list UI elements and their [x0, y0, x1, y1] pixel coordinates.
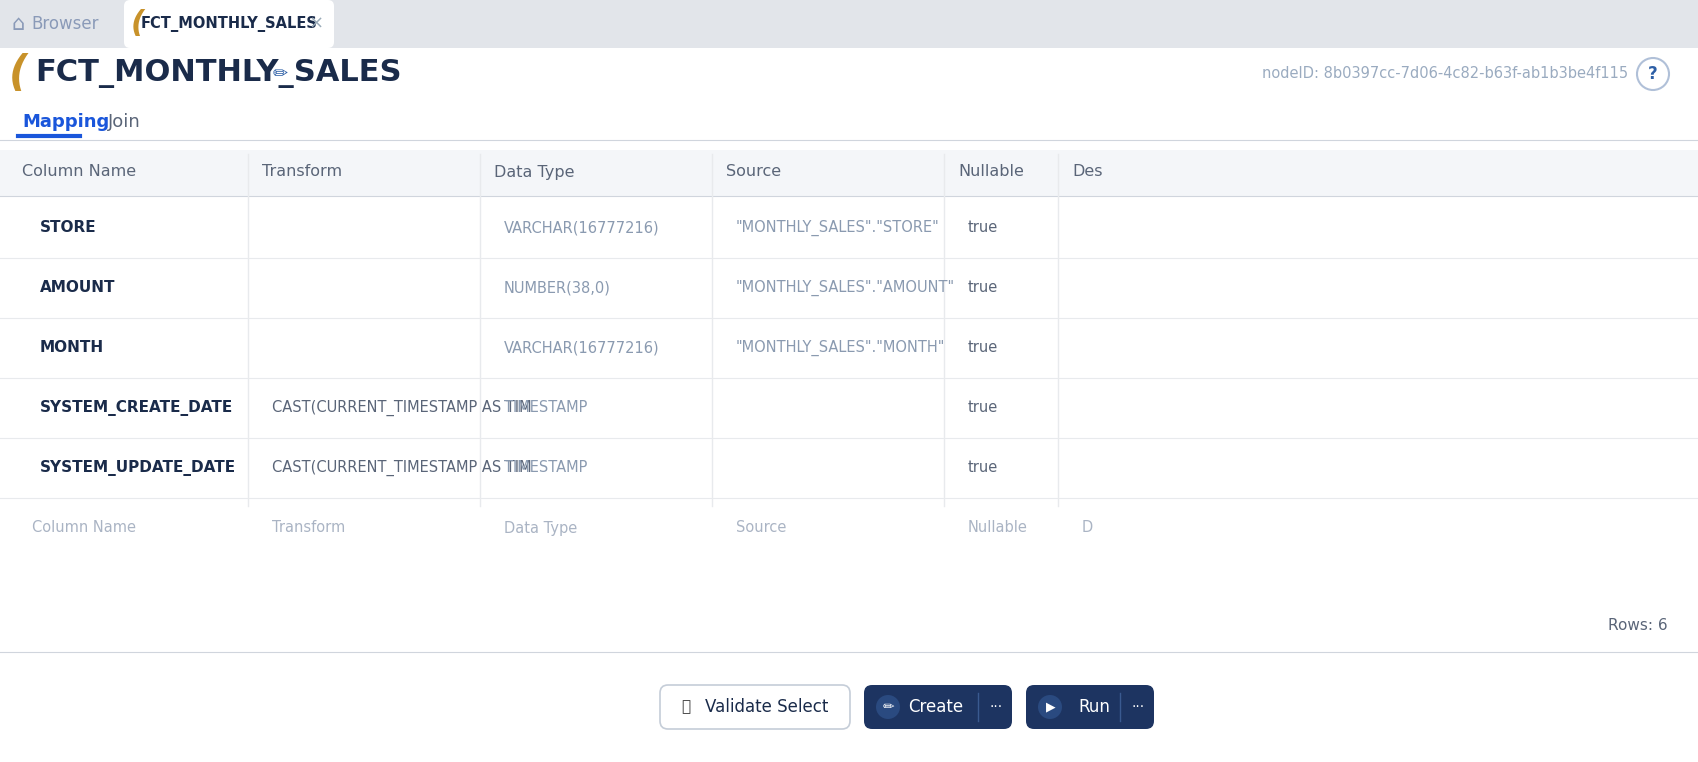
FancyBboxPatch shape — [0, 438, 1698, 498]
FancyBboxPatch shape — [124, 0, 335, 48]
FancyBboxPatch shape — [0, 150, 1698, 196]
Circle shape — [1637, 58, 1669, 90]
Text: ✏: ✏ — [272, 65, 287, 83]
Text: D: D — [1082, 520, 1094, 536]
FancyBboxPatch shape — [864, 685, 1012, 729]
FancyBboxPatch shape — [2, 0, 121, 46]
Text: NUMBER(38,0): NUMBER(38,0) — [504, 280, 611, 296]
Text: FCT_MONTHLY_SALES: FCT_MONTHLY_SALES — [141, 16, 318, 32]
Text: Browser: Browser — [31, 15, 98, 33]
Text: TIMESTAMP: TIMESTAMP — [504, 401, 588, 415]
Text: Transform: Transform — [272, 520, 345, 536]
Text: Column Name: Column Name — [32, 520, 136, 536]
FancyBboxPatch shape — [0, 258, 1698, 318]
Text: SYSTEM_UPDATE_DATE: SYSTEM_UPDATE_DATE — [41, 460, 236, 476]
Text: ⌂: ⌂ — [12, 14, 25, 34]
Text: Column Name: Column Name — [22, 165, 136, 180]
FancyBboxPatch shape — [0, 0, 1698, 48]
FancyBboxPatch shape — [0, 318, 1698, 378]
Text: true: true — [968, 460, 998, 475]
Text: Nullable: Nullable — [968, 520, 1027, 536]
Text: VARCHAR(16777216): VARCHAR(16777216) — [504, 341, 659, 356]
Text: SYSTEM_CREATE_DATE: SYSTEM_CREATE_DATE — [41, 400, 233, 416]
Text: ×: × — [309, 15, 324, 33]
Text: Join: Join — [109, 113, 141, 131]
Text: Run: Run — [1078, 698, 1110, 716]
Text: true: true — [968, 401, 998, 415]
Text: (: ( — [131, 9, 144, 39]
Text: "MONTHLY_SALES"."MONTH": "MONTHLY_SALES"."MONTH" — [735, 340, 946, 356]
Text: Des: Des — [1071, 165, 1102, 180]
Text: MONTH: MONTH — [41, 341, 104, 356]
Circle shape — [1037, 695, 1061, 719]
Text: AMOUNT: AMOUNT — [41, 280, 115, 296]
Circle shape — [876, 695, 900, 719]
Text: ?: ? — [1649, 65, 1657, 83]
Text: Validate Select: Validate Select — [705, 698, 829, 716]
FancyBboxPatch shape — [0, 48, 1698, 762]
Text: Data Type: Data Type — [504, 520, 577, 536]
Text: nodeID: 8b0397cc-7d06-4c82-b63f-ab1b3be4f115: nodeID: 8b0397cc-7d06-4c82-b63f-ab1b3be4… — [1262, 66, 1628, 82]
Text: VARCHAR(16777216): VARCHAR(16777216) — [504, 220, 659, 235]
FancyBboxPatch shape — [0, 378, 1698, 438]
Text: CAST(CURRENT_TIMESTAMP AS TIM: CAST(CURRENT_TIMESTAMP AS TIM — [272, 460, 531, 476]
Text: "MONTHLY_SALES"."STORE": "MONTHLY_SALES"."STORE" — [735, 220, 939, 236]
Text: STORE: STORE — [41, 220, 97, 235]
Text: TIMESTAMP: TIMESTAMP — [504, 460, 588, 475]
Text: Nullable: Nullable — [958, 165, 1024, 180]
Text: FCT_MONTHLY_SALES: FCT_MONTHLY_SALES — [36, 59, 401, 88]
Text: ✏: ✏ — [883, 700, 893, 714]
Text: ▶: ▶ — [1046, 700, 1056, 713]
FancyBboxPatch shape — [661, 685, 851, 729]
Text: 🔍: 🔍 — [681, 700, 691, 715]
Text: ···: ··· — [1131, 700, 1144, 714]
Text: true: true — [968, 341, 998, 356]
FancyBboxPatch shape — [1026, 685, 1155, 729]
Text: true: true — [968, 280, 998, 296]
Text: Mapping: Mapping — [22, 113, 109, 131]
FancyBboxPatch shape — [0, 198, 1698, 258]
Text: Rows: 6: Rows: 6 — [1608, 619, 1667, 633]
Text: Source: Source — [735, 520, 786, 536]
Text: ···: ··· — [990, 700, 1002, 714]
Text: Source: Source — [727, 165, 781, 180]
Text: (: ( — [8, 53, 27, 95]
Text: Data Type: Data Type — [494, 165, 574, 180]
Text: Transform: Transform — [261, 165, 341, 180]
Text: "MONTHLY_SALES"."AMOUNT": "MONTHLY_SALES"."AMOUNT" — [735, 280, 954, 296]
Text: true: true — [968, 220, 998, 235]
Text: CAST(CURRENT_TIMESTAMP AS TIM: CAST(CURRENT_TIMESTAMP AS TIM — [272, 400, 531, 416]
Text: Create: Create — [908, 698, 963, 716]
